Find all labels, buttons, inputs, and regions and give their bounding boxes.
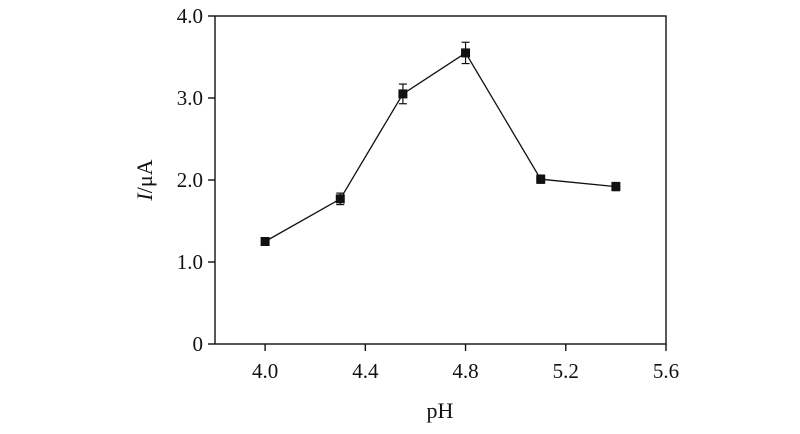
series-line-0 [264,51,616,243]
x-tick-label-2: 4.8 [452,359,478,383]
y-axis-title-unit: /μA [132,159,157,193]
data-point-0 [260,237,270,246]
y-tick-label-2: 2.0 [177,168,203,192]
y-tick-label-3: 3.0 [177,86,203,110]
x-axis-ticks: 4.0 4.4 4.8 5.2 5.6 [252,344,679,383]
data-point-1 [335,194,345,204]
plot-frame [214,15,667,345]
x-tick-label-1: 4.4 [352,359,379,383]
data-point-4 [536,174,546,184]
data-point-3 [461,48,471,58]
x-tick-label-4: 5.6 [653,359,679,383]
y-axis-title: I/μA [132,159,157,201]
y-axis-ticks: 0 1.0 2.0 3.0 4.0 [177,4,215,356]
y-axis-title-symbol: I [132,192,157,202]
y-tick-label-1: 1.0 [177,250,203,274]
data-point-5 [611,182,621,192]
x-tick-label-3: 5.2 [553,359,579,383]
y-tick-label-4: 4.0 [177,4,203,28]
data-series [260,41,621,246]
data-point-2 [398,89,408,99]
x-axis-title: pH [427,398,454,423]
x-tick-label-0: 4.0 [252,359,278,383]
y-tick-label-0: 0 [193,332,204,356]
